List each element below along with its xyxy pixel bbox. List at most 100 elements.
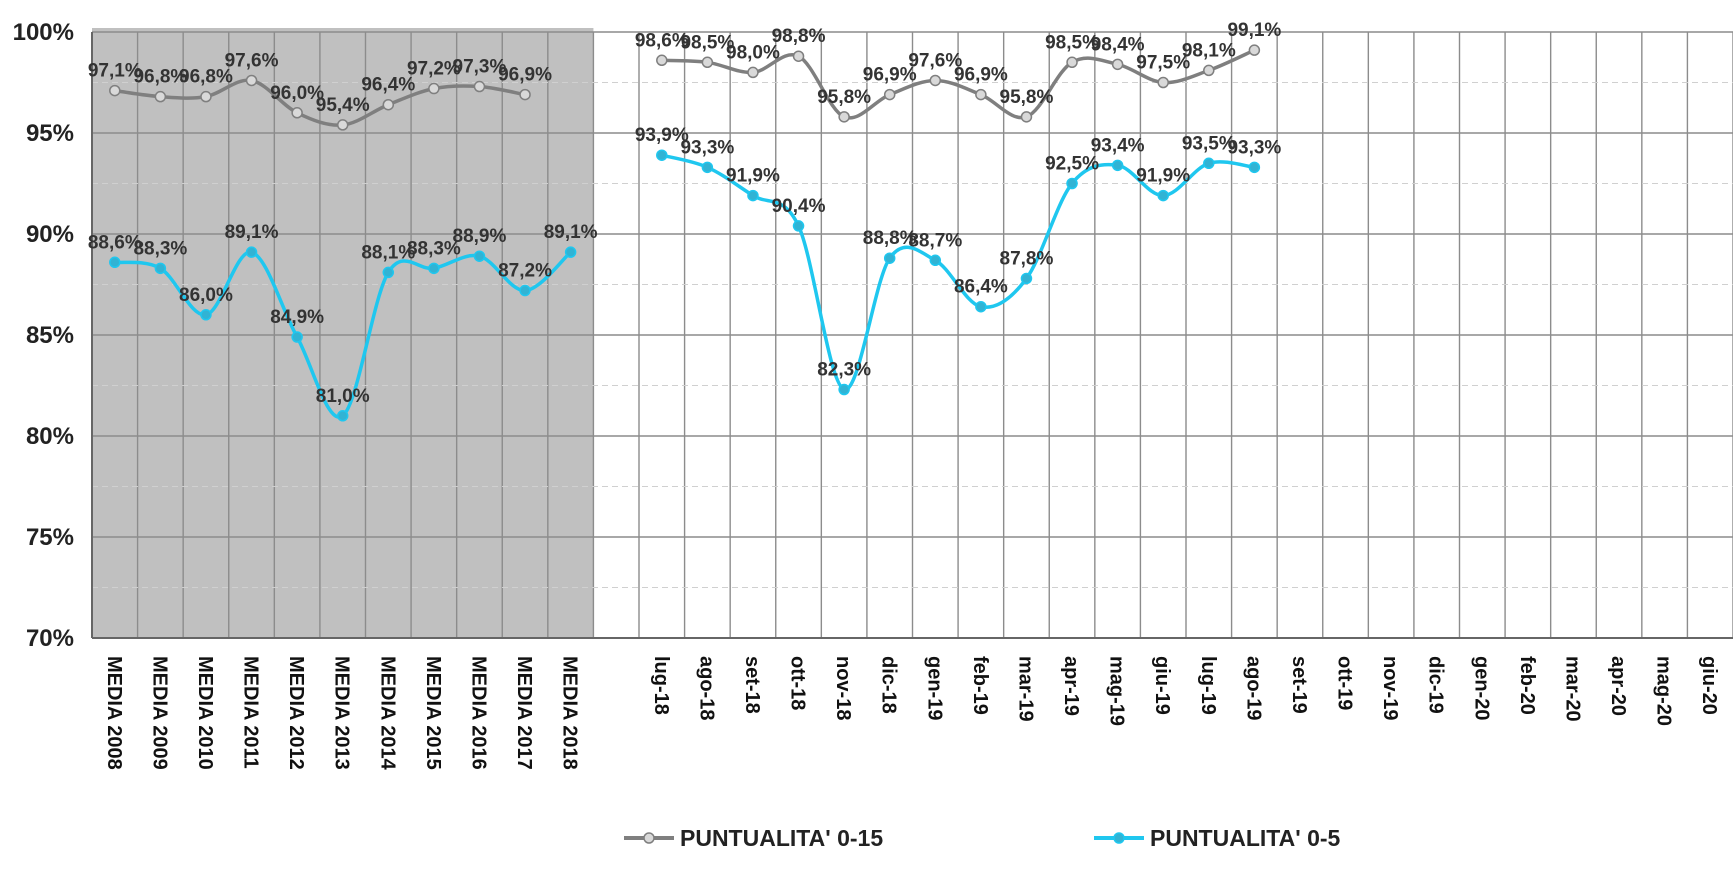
series-1-data-label: 96,9% <box>954 65 1008 86</box>
series-2-data-label: 86,0% <box>179 285 233 306</box>
series-2-data-label: 93,3% <box>1227 137 1281 158</box>
series-2-data-label: 82,3% <box>817 360 871 381</box>
y-tick-label: 95% <box>26 120 74 147</box>
series-2-point <box>109 256 121 269</box>
series-2-point <box>701 161 714 174</box>
series-2-point <box>245 246 258 258</box>
series-2-point <box>1203 157 1215 170</box>
series-2-point <box>656 149 668 161</box>
x-tick-label: lug-18 <box>650 656 672 715</box>
series-2-point <box>975 300 987 313</box>
series-1-point <box>747 66 759 79</box>
y-tick-label: 100% <box>13 19 74 46</box>
series-1-point <box>245 74 258 87</box>
series-2-data-label: 93,9% <box>635 125 689 146</box>
series-1-data-label: 97,5% <box>1136 53 1190 74</box>
series-2-point <box>1111 159 1124 172</box>
x-tick-label: MEDIA 2015 <box>422 656 444 770</box>
series-2-point <box>519 284 531 297</box>
series-1-data-label: 98,6% <box>635 30 689 51</box>
series-1-data-label: 98,5% <box>1045 32 1099 53</box>
series-1-data-label: 98,4% <box>1091 34 1145 55</box>
series-2-data-label: 93,3% <box>680 137 734 158</box>
series-1-point <box>701 56 714 69</box>
series-1-data-label: 97,1% <box>88 61 142 82</box>
series-2-data-label: 88,8% <box>863 228 917 249</box>
series-1-point <box>519 88 531 101</box>
series-2-point <box>747 189 759 202</box>
series-1-data-label: 96,8% <box>133 67 187 88</box>
series-2-data-label: 93,5% <box>1182 133 1236 154</box>
x-tick-label: feb-19 <box>969 656 991 715</box>
series-2-data-label: 88,9% <box>453 226 507 247</box>
series-2-data-label: 88,6% <box>88 232 142 253</box>
series-1-data-label: 98,0% <box>726 42 780 63</box>
series-1-data-label: 96,8% <box>179 67 233 88</box>
x-tick-label: mar-19 <box>1014 656 1036 722</box>
series-2-data-label: 88,3% <box>133 238 187 259</box>
legend-series-1-label: PUNTUALITA' 0-15 <box>680 825 883 851</box>
series-1-data-label: 97,3% <box>453 57 507 78</box>
y-tick-label: 70% <box>26 625 74 652</box>
x-tick-label: dic-18 <box>878 656 900 714</box>
series-1-point <box>428 82 440 95</box>
series-1-point <box>1111 58 1124 71</box>
series-1-point <box>1066 56 1078 69</box>
x-tick-label: MEDIA 2016 <box>467 656 489 770</box>
series-2-point <box>291 331 303 343</box>
series-1-point <box>656 54 668 67</box>
series-2-point <box>336 410 349 422</box>
series-2-data-label: 88,1% <box>361 242 415 263</box>
series-2-point <box>154 262 167 275</box>
x-tick-label: MEDIA 2010 <box>194 656 216 770</box>
series-2-data-label: 87,2% <box>498 261 552 282</box>
series-1-data-label: 96,4% <box>361 75 415 96</box>
series-1-point <box>1248 44 1261 56</box>
series-2-data-label: 88,3% <box>407 238 461 259</box>
series-2-data-label: 87,8% <box>1000 248 1054 269</box>
x-tick-label: MEDIA 2014 <box>376 656 398 771</box>
series-2-point <box>929 254 942 267</box>
x-tick-label: dic-19 <box>1425 656 1447 714</box>
x-tick-label: nov-18 <box>832 656 854 720</box>
series-2-point <box>473 250 486 262</box>
series-1-point <box>975 88 987 101</box>
series-2-point <box>792 220 805 232</box>
series-1-point <box>200 90 212 103</box>
series-1-point <box>929 74 942 87</box>
series-2-point <box>1248 161 1261 174</box>
series-2-data-label: 93,4% <box>1091 135 1145 156</box>
x-tick-label: apr-20 <box>1607 656 1629 716</box>
x-tick-label: MEDIA 2011 <box>240 656 262 769</box>
x-tick-label: giu-20 <box>1698 656 1720 715</box>
series-1-point <box>291 107 303 119</box>
series-1-point <box>336 119 349 131</box>
series-1-data-label: 95,4% <box>316 95 370 116</box>
x-tick-label: mag-20 <box>1653 656 1675 726</box>
series-1-data-label: 96,0% <box>270 83 324 104</box>
x-tick-label: mar-20 <box>1561 656 1583 722</box>
series-1-data-label: 95,8% <box>1000 87 1054 108</box>
series-1-data-label: 97,6% <box>908 50 962 71</box>
series-1-data-label: 96,9% <box>863 65 917 86</box>
series-2-data-label: 88,7% <box>908 230 962 251</box>
x-tick-label: ago-19 <box>1242 656 1264 720</box>
series-2-data-label: 89,1% <box>225 222 279 243</box>
series-1-point <box>792 50 805 62</box>
series-1-data-label: 98,8% <box>772 26 826 47</box>
series-2-point <box>1020 272 1033 285</box>
x-tick-label: apr-19 <box>1060 656 1082 716</box>
series-1-point <box>838 111 850 123</box>
y-tick-label: 80% <box>26 423 74 450</box>
series-1-point <box>1203 64 1215 77</box>
series-1-point <box>1020 111 1033 123</box>
x-tick-label: feb-20 <box>1516 656 1538 715</box>
series-1-point <box>473 80 486 93</box>
series-2-point <box>382 266 395 279</box>
x-tick-label: set-18 <box>741 656 763 714</box>
series-1-data-label: 95,8% <box>817 87 871 108</box>
x-tick-label: gen-19 <box>923 656 945 720</box>
series-2-data-label: 91,9% <box>726 166 780 187</box>
legend-series-2-marker <box>1113 832 1125 844</box>
